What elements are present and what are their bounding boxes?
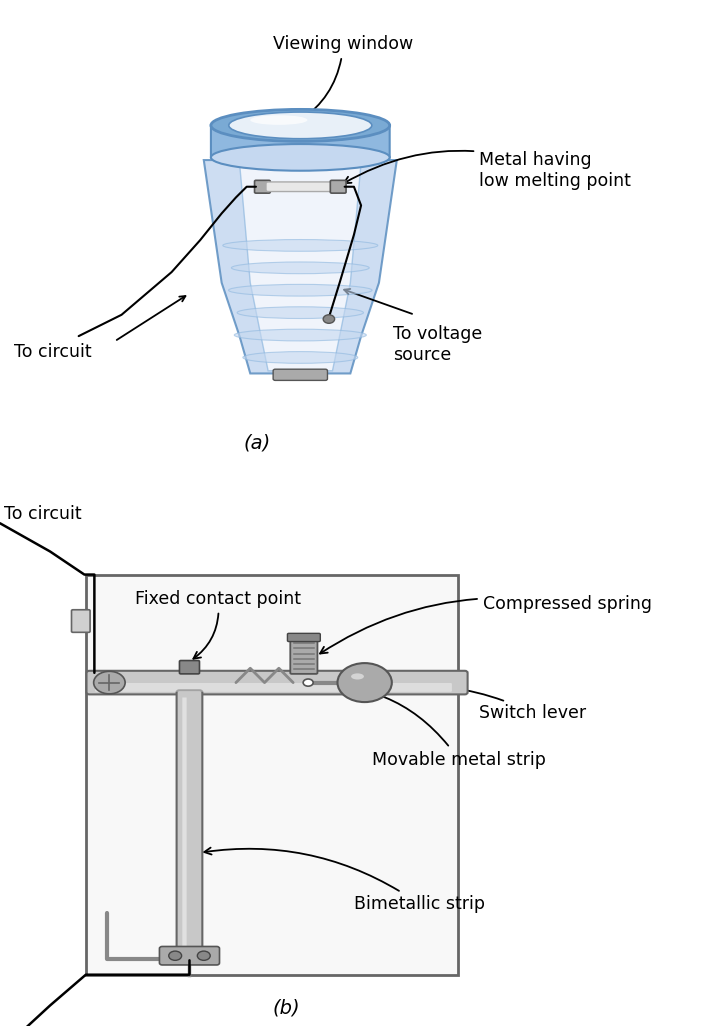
FancyBboxPatch shape <box>266 182 335 192</box>
FancyBboxPatch shape <box>86 575 458 975</box>
Polygon shape <box>204 160 397 373</box>
Ellipse shape <box>211 144 390 170</box>
Circle shape <box>337 663 392 702</box>
FancyBboxPatch shape <box>287 633 320 641</box>
FancyBboxPatch shape <box>159 946 220 964</box>
Ellipse shape <box>235 329 366 341</box>
Ellipse shape <box>211 110 390 142</box>
FancyBboxPatch shape <box>255 181 270 193</box>
Ellipse shape <box>237 307 363 318</box>
Text: (a): (a) <box>244 433 271 452</box>
FancyBboxPatch shape <box>72 609 90 632</box>
Text: Metal having
low melting point: Metal having low melting point <box>344 151 631 190</box>
Text: Switch lever: Switch lever <box>397 683 586 722</box>
Ellipse shape <box>250 115 307 125</box>
Circle shape <box>197 951 210 960</box>
Text: Compressed spring: Compressed spring <box>320 595 651 654</box>
Circle shape <box>169 951 182 960</box>
Ellipse shape <box>232 262 369 274</box>
Text: Fixed contact point: Fixed contact point <box>135 590 301 659</box>
FancyBboxPatch shape <box>182 698 187 956</box>
FancyBboxPatch shape <box>179 661 199 674</box>
Polygon shape <box>240 163 361 370</box>
Ellipse shape <box>223 239 378 251</box>
Circle shape <box>303 679 313 686</box>
Ellipse shape <box>243 352 358 363</box>
FancyBboxPatch shape <box>273 369 327 381</box>
FancyBboxPatch shape <box>290 638 317 674</box>
FancyBboxPatch shape <box>95 683 452 692</box>
FancyBboxPatch shape <box>211 125 390 157</box>
FancyBboxPatch shape <box>177 690 202 964</box>
Text: To circuit: To circuit <box>4 505 82 523</box>
FancyBboxPatch shape <box>330 181 346 193</box>
Text: Viewing window: Viewing window <box>273 35 413 120</box>
Ellipse shape <box>229 112 372 139</box>
Ellipse shape <box>229 284 372 297</box>
Text: To voltage
source: To voltage source <box>393 325 483 364</box>
Circle shape <box>323 315 335 323</box>
FancyBboxPatch shape <box>87 671 468 695</box>
Circle shape <box>94 671 125 694</box>
Text: Bimetallic strip: Bimetallic strip <box>204 847 485 913</box>
Polygon shape <box>211 125 229 142</box>
Ellipse shape <box>351 673 364 679</box>
Text: Movable metal strip: Movable metal strip <box>305 683 546 768</box>
Text: To circuit: To circuit <box>14 343 92 361</box>
Text: (b): (b) <box>272 998 300 1018</box>
